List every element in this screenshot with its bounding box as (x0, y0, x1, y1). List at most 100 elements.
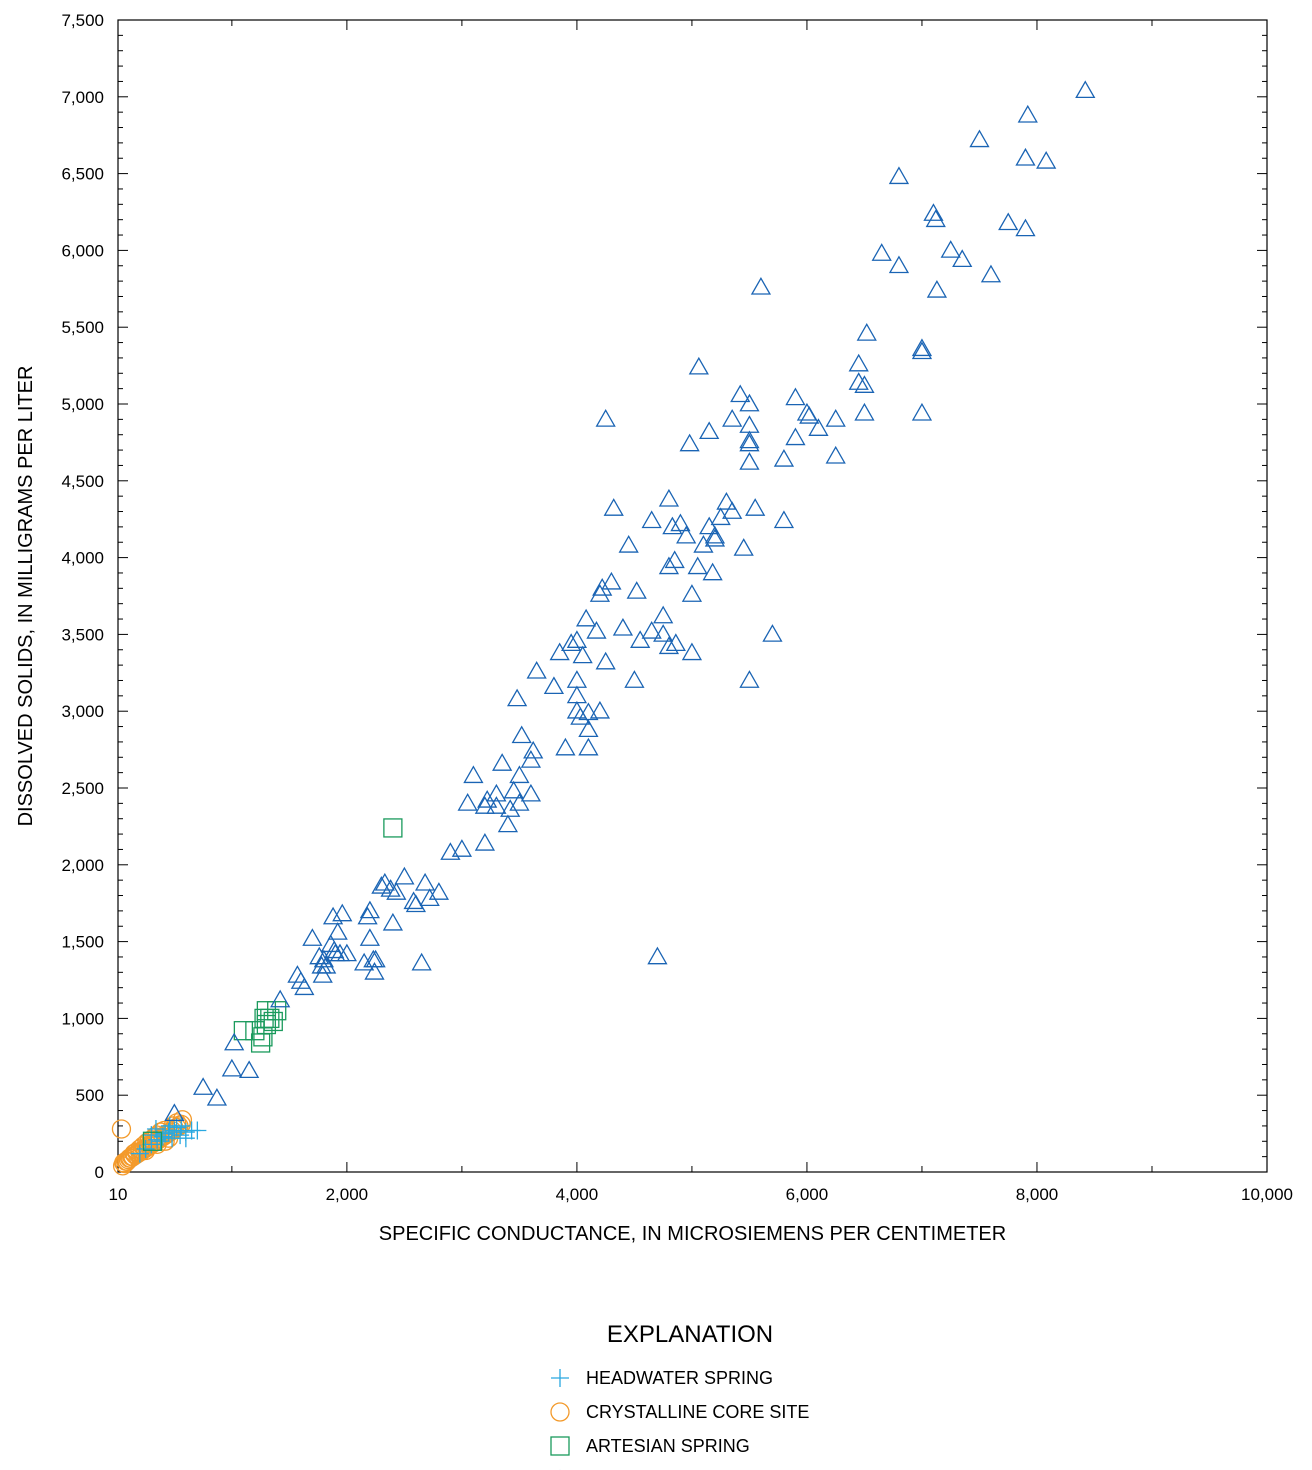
y-tick-label: 7,000 (61, 88, 104, 107)
data-point (383, 818, 403, 838)
y-tick-label: 0 (95, 1163, 104, 1182)
data-point (151, 1132, 170, 1151)
data-point (658, 556, 680, 575)
data-point (854, 375, 875, 393)
data-point (365, 949, 386, 968)
data-point (511, 725, 532, 744)
data-point (923, 203, 944, 221)
data-point (856, 323, 877, 341)
data-point (681, 642, 703, 661)
data-point (566, 630, 588, 648)
y-tick-label: 3,000 (61, 702, 104, 721)
data-point (589, 584, 611, 602)
y-tick-label: 6,500 (61, 165, 104, 184)
data-point (188, 1121, 207, 1140)
data-point (693, 535, 714, 553)
y-tick-label: 500 (76, 1086, 104, 1105)
legend-label: ARTESIAN SPRING (586, 1436, 750, 1456)
data-point (578, 719, 599, 738)
data-point (386, 882, 407, 900)
data-point (566, 670, 588, 688)
data-point (926, 280, 948, 298)
data-point (799, 405, 820, 424)
data-point (206, 1087, 228, 1106)
data-point (911, 402, 933, 421)
data-point (854, 402, 875, 421)
data-point (641, 621, 662, 639)
data-point (739, 430, 760, 449)
data-point (359, 900, 381, 919)
data-point (509, 793, 530, 811)
data-point (647, 946, 668, 965)
data-point (520, 783, 542, 802)
x-tick-label: 10 (109, 1185, 128, 1204)
data-point (380, 879, 401, 897)
data-point (825, 409, 846, 427)
data-point (699, 516, 720, 535)
data-point (322, 906, 344, 925)
plot-frame (117, 19, 1268, 1173)
data-point (704, 528, 726, 547)
data-point (808, 418, 829, 436)
data-point (750, 276, 772, 295)
series-square (142, 818, 403, 1151)
data-point (359, 928, 381, 946)
legend-label: HEADWATER SPRING (586, 1368, 773, 1388)
data-point (555, 737, 576, 756)
data-point (224, 1032, 245, 1051)
data-point (722, 409, 743, 427)
data-point (497, 814, 519, 833)
data-point (641, 510, 662, 529)
data-point (653, 624, 674, 642)
data-point (595, 651, 616, 670)
data-point (658, 636, 680, 655)
data-point (739, 433, 760, 452)
data-point (474, 832, 496, 851)
y-tick-label: 2,000 (61, 856, 104, 875)
data-point (543, 676, 565, 695)
data-point (130, 1144, 149, 1163)
data-point (167, 1118, 186, 1137)
data-point (940, 240, 961, 258)
data-point (457, 793, 478, 811)
data-point (618, 535, 639, 553)
data-point (626, 581, 647, 599)
data-point (119, 1148, 140, 1168)
data-point (969, 129, 990, 148)
data-point (998, 212, 1019, 231)
y-tick-label: 7,500 (61, 11, 104, 30)
data-point (503, 780, 524, 799)
legend-marker (550, 1436, 570, 1456)
data-point (773, 448, 795, 467)
data-point (520, 750, 542, 768)
y-tick-label: 4,000 (61, 549, 104, 568)
x-tick-label: 4,000 (556, 1185, 599, 1204)
data-point (526, 660, 547, 679)
y-tick-label: 1,000 (61, 1009, 104, 1028)
data-point (952, 249, 973, 268)
data-point (773, 510, 795, 529)
data-point (371, 875, 392, 894)
data-point (702, 562, 723, 581)
x-tick-label: 6,000 (786, 1185, 829, 1204)
data-point (1015, 147, 1036, 166)
data-point (122, 1146, 142, 1167)
x-tick-label: 10,000 (1241, 1185, 1293, 1204)
data-point (263, 1011, 283, 1032)
data-point (624, 670, 645, 688)
data-point (578, 737, 599, 756)
plot-area (117, 19, 1268, 1173)
data-point (256, 1014, 277, 1035)
y-axis-title: DISSOLVED SOLIDS, IN MILLIGRAMS PER LITE… (15, 366, 37, 827)
data-point (142, 1131, 163, 1151)
legend-label: CRYSTALLINE CORE SITE (586, 1402, 809, 1422)
data-point (238, 1060, 260, 1079)
data-point (451, 839, 473, 857)
data-point (670, 513, 691, 532)
data-point (681, 584, 703, 602)
data-point (679, 433, 700, 452)
data-point (676, 525, 697, 544)
data-point (192, 1077, 214, 1095)
data-point (221, 1058, 242, 1077)
